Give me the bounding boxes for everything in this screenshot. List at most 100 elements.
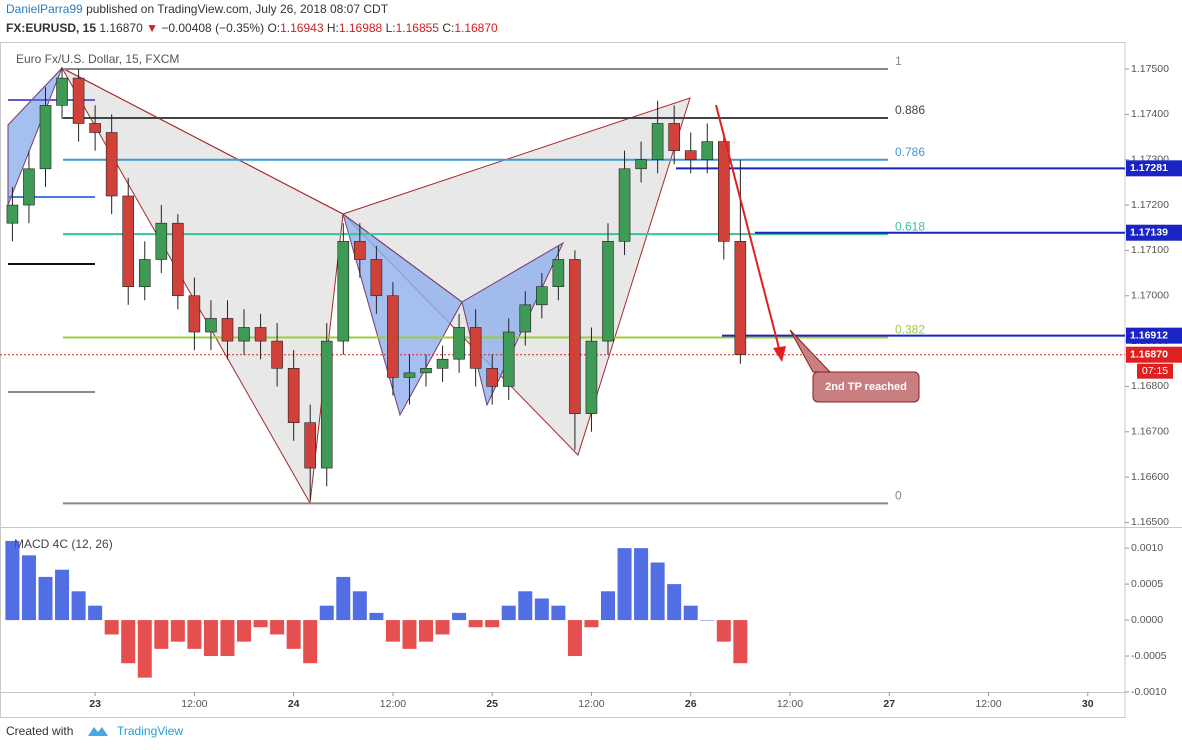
y-tick-label: 1.16800 bbox=[1131, 380, 1169, 392]
footer-brand[interactable]: TradingView bbox=[117, 724, 183, 738]
candle-body bbox=[734, 241, 747, 355]
x-tick-label: 26 bbox=[685, 698, 697, 710]
y-tick-label: 0.0005 bbox=[1131, 578, 1163, 590]
price-label: 1.17281 bbox=[1130, 162, 1168, 174]
macd-bar bbox=[369, 612, 384, 621]
macd-bar bbox=[270, 620, 285, 635]
x-tick-label: 12:00 bbox=[777, 698, 803, 710]
price-label-box bbox=[1126, 327, 1182, 344]
fib-label: 0.382 bbox=[895, 323, 925, 337]
macd-bar bbox=[21, 555, 36, 621]
candle-body bbox=[718, 141, 730, 242]
macd-bar bbox=[55, 569, 70, 621]
macd-bar bbox=[71, 591, 86, 621]
price-label-box bbox=[1126, 346, 1182, 363]
y-tick-label: 1.17200 bbox=[1131, 199, 1169, 211]
candle-body bbox=[684, 150, 697, 161]
candle-body bbox=[72, 77, 85, 124]
candle-body bbox=[155, 222, 168, 260]
candle-body bbox=[519, 304, 532, 333]
candle-body bbox=[354, 241, 366, 260]
candle-body bbox=[469, 327, 482, 369]
chart-layer: Euro Fx/U.S. Dollar, 15, FXCM 1.16500 1.16… bbox=[0, 52, 1182, 710]
macd-bar bbox=[468, 620, 483, 628]
macd-bar bbox=[485, 620, 500, 628]
small-xb bbox=[342, 213, 463, 303]
macd-bar bbox=[551, 605, 566, 621]
x-tick-label: 30 bbox=[1082, 698, 1094, 710]
fib-label: 0.886 bbox=[895, 103, 925, 117]
macd-bar bbox=[518, 591, 533, 621]
change: −0.00408 (−0.35%) bbox=[161, 21, 264, 35]
fib-label: 0.786 bbox=[895, 145, 925, 159]
macd-bar bbox=[419, 620, 434, 642]
macd-bar bbox=[667, 584, 682, 621]
macd-bar bbox=[716, 620, 731, 642]
author[interactable]: DanielParra99 bbox=[6, 2, 83, 16]
price-label: 1.17139 bbox=[1130, 227, 1168, 239]
y-tick-label: 0.0000 bbox=[1131, 614, 1163, 626]
candle-body bbox=[602, 241, 614, 342]
candle-body bbox=[585, 340, 598, 414]
candle-body bbox=[105, 132, 118, 197]
ohlc-label: L: bbox=[386, 21, 396, 35]
candle-body bbox=[403, 372, 416, 378]
ohlc-value: 1.16870 bbox=[454, 21, 498, 35]
x-tick-label: 12:00 bbox=[380, 698, 406, 710]
macd-bar bbox=[452, 612, 467, 621]
chart-title: Euro Fx/U.S. Dollar, 15, FXCM bbox=[16, 52, 179, 66]
ohlc: O:1.16943 H:1.16988 L:1.16855 C:1.16870 bbox=[267, 21, 498, 35]
y-tick-label: 1.16700 bbox=[1131, 426, 1169, 438]
ohlc-label: O: bbox=[267, 21, 280, 35]
macd-bar bbox=[319, 605, 334, 621]
ohlc-label: C: bbox=[442, 21, 454, 35]
published: published on TradingView.com, July 26, 2… bbox=[86, 2, 389, 16]
y-tick-label: 1.16600 bbox=[1131, 471, 1169, 483]
ohlc-value: 1.16943 bbox=[280, 21, 324, 35]
fib-label: 0.618 bbox=[895, 219, 925, 233]
arrow-head bbox=[773, 346, 786, 362]
header-line: DanielParra99 published on TradingView.c… bbox=[6, 2, 389, 16]
arrow-shaft bbox=[715, 104, 781, 353]
macd-bar bbox=[352, 591, 367, 621]
candle-body bbox=[6, 204, 19, 224]
candle-body bbox=[39, 105, 52, 170]
y-tick-label: 0.0010 bbox=[1131, 542, 1163, 554]
macd-bar bbox=[286, 620, 301, 649]
macd-bar bbox=[104, 620, 119, 635]
candle-body bbox=[453, 327, 465, 360]
macd-bar bbox=[634, 548, 649, 621]
change-arrow: ▼ bbox=[146, 21, 158, 35]
left-pattern bbox=[7, 67, 63, 206]
ohlc-value: 1.16988 bbox=[339, 21, 383, 35]
last-price: 1.16870 bbox=[99, 21, 143, 35]
y-tick-label: -0.0010 bbox=[1131, 686, 1167, 698]
candle-body bbox=[138, 259, 151, 287]
macd-bar bbox=[385, 620, 400, 642]
candle-body bbox=[486, 367, 498, 387]
macd-bar bbox=[683, 605, 698, 621]
candle-body bbox=[552, 259, 565, 287]
candle-body bbox=[420, 367, 432, 374]
candle-body bbox=[89, 123, 101, 133]
y-tick-label: 1.17000 bbox=[1131, 290, 1169, 302]
candle-body bbox=[668, 123, 680, 151]
x-tick-label: 27 bbox=[883, 698, 895, 710]
candle-body bbox=[320, 340, 333, 469]
harmonic-patterns bbox=[7, 66, 691, 505]
macd-bar bbox=[121, 620, 136, 664]
y-tick-label: 1.16500 bbox=[1131, 516, 1169, 528]
x-tick-label: 12:00 bbox=[975, 698, 1001, 710]
price-label: 1.16912 bbox=[1130, 329, 1168, 341]
plot-frame bbox=[0, 42, 1126, 718]
candle-body bbox=[271, 340, 283, 369]
candle-body bbox=[56, 77, 68, 106]
brand-logo bbox=[88, 727, 108, 736]
candle-body bbox=[701, 141, 714, 161]
candle-body bbox=[238, 327, 250, 342]
y-tick-label: 1.17400 bbox=[1131, 108, 1169, 120]
candle-body bbox=[23, 168, 35, 206]
ohlc-label: H: bbox=[327, 21, 339, 35]
candle-body bbox=[172, 222, 184, 297]
fib-label: 1 bbox=[895, 54, 902, 68]
